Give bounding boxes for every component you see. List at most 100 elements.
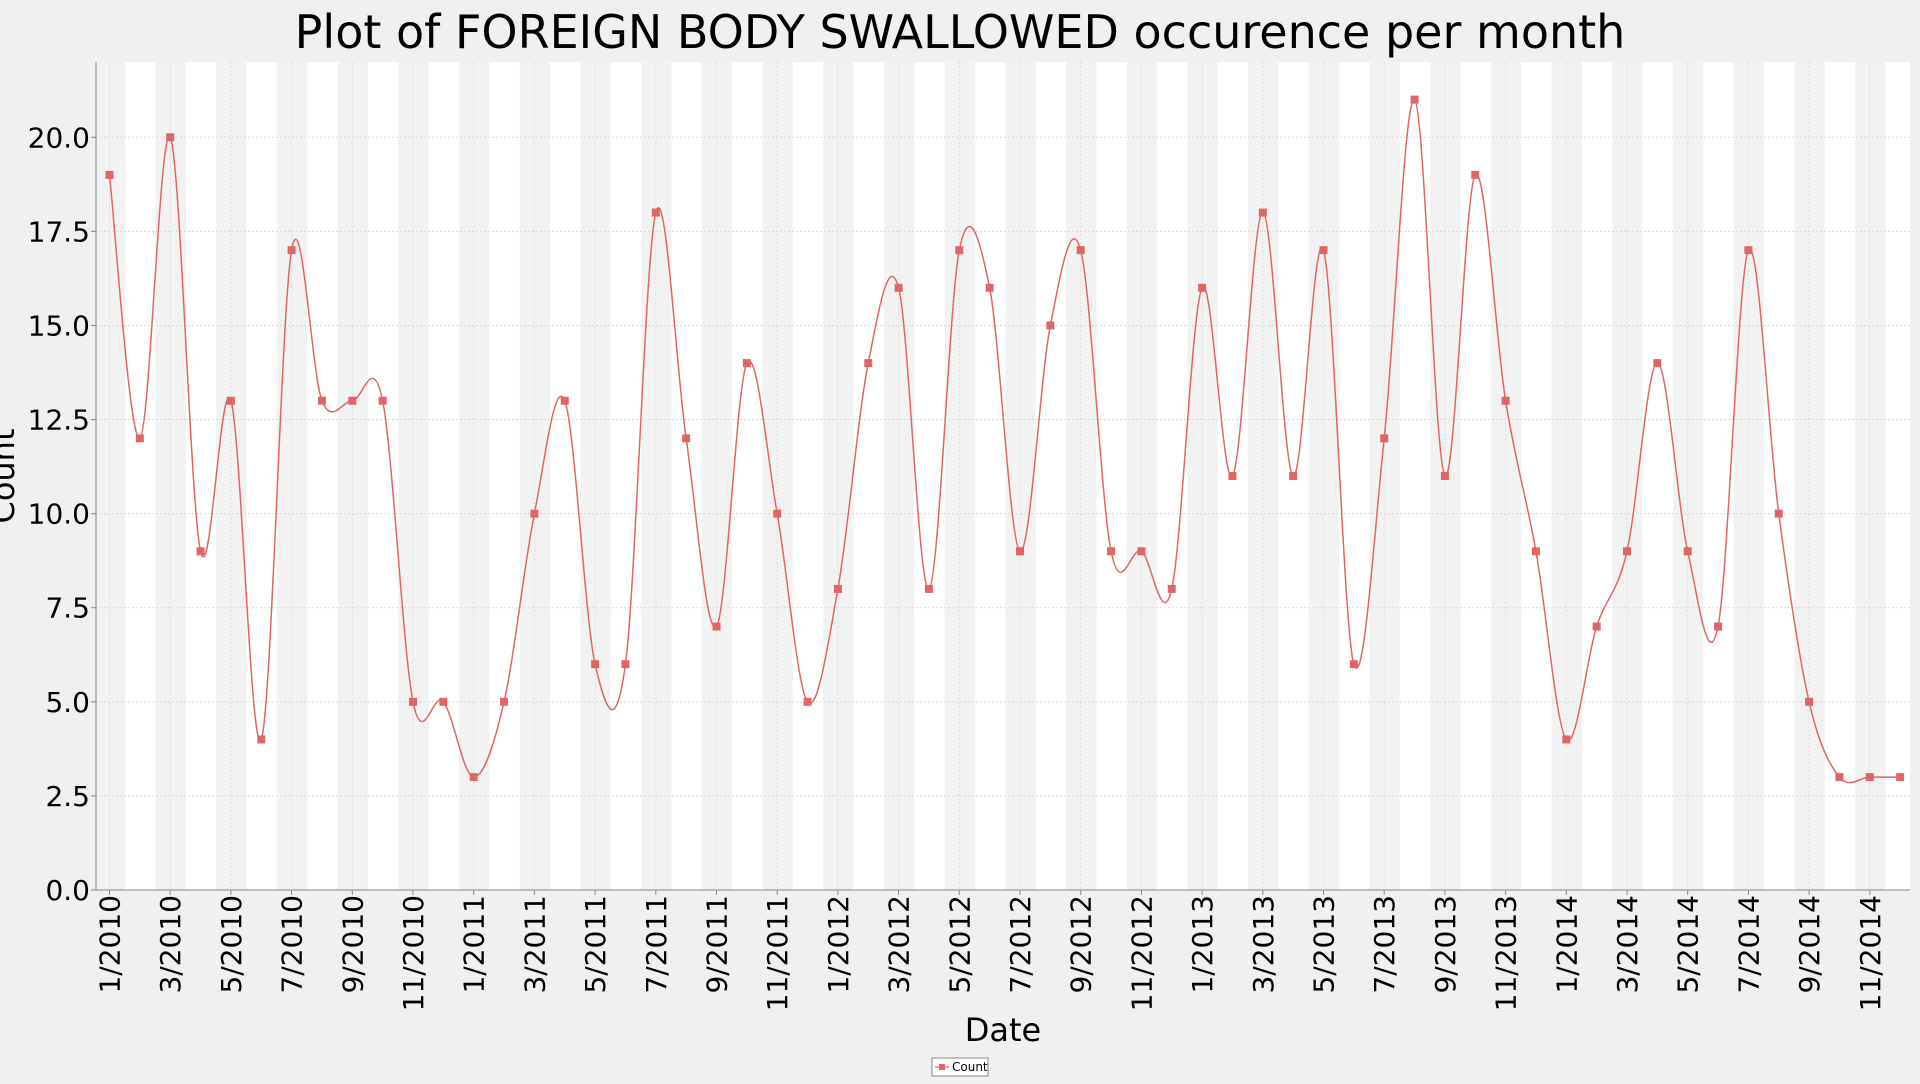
data-point[interactable]	[166, 133, 175, 142]
x-tick-label: 3/2010	[154, 895, 187, 994]
x-tick-label: 1/2011	[458, 895, 491, 994]
data-point[interactable]	[1865, 773, 1874, 782]
x-tick-label: 7/2014	[1732, 895, 1765, 994]
data-point[interactable]	[1258, 208, 1267, 217]
data-point[interactable]	[1714, 622, 1723, 631]
x-tick-label: 1/2014	[1550, 895, 1583, 994]
data-point[interactable]	[1805, 697, 1814, 706]
data-point[interactable]	[1592, 622, 1601, 631]
data-point[interactable]	[500, 697, 509, 706]
data-point[interactable]	[955, 246, 964, 255]
data-point[interactable]	[1076, 246, 1085, 255]
gridlines	[96, 62, 1910, 891]
data-point[interactable]	[1016, 547, 1024, 556]
y-tick-label: 2.5	[45, 780, 90, 813]
data-point[interactable]	[712, 622, 721, 631]
data-point[interactable]	[1107, 547, 1116, 556]
data-point[interactable]	[317, 396, 326, 405]
x-tick-label: 9/2010	[336, 895, 369, 994]
x-tick-label: 1/2010	[94, 895, 127, 994]
data-point[interactable]	[1198, 283, 1207, 292]
data-point[interactable]	[378, 396, 387, 405]
data-point[interactable]	[135, 434, 144, 443]
data-point[interactable]	[1167, 584, 1176, 593]
data-point[interactable]	[257, 735, 266, 744]
legend[interactable]: Count	[931, 1057, 989, 1077]
x-tick-label: 9/2013	[1429, 895, 1462, 994]
y-tick-label: 15.0	[28, 309, 90, 342]
data-point[interactable]	[1531, 547, 1540, 556]
data-point[interactable]	[1835, 773, 1844, 782]
data-point[interactable]	[833, 584, 842, 593]
x-tick-label: 7/2012	[1004, 895, 1037, 994]
x-tick-label: 5/2013	[1308, 895, 1341, 994]
data-point[interactable]	[1774, 509, 1783, 518]
data-point[interactable]	[773, 509, 782, 518]
data-point[interactable]	[530, 509, 539, 518]
x-tick-label: 3/2013	[1247, 895, 1280, 994]
data-point[interactable]	[591, 660, 600, 669]
data-point[interactable]	[651, 208, 660, 217]
y-tick-label: 7.5	[45, 592, 90, 625]
data-point[interactable]	[1562, 735, 1571, 744]
data-point[interactable]	[1046, 321, 1055, 330]
data-point[interactable]	[1349, 660, 1358, 669]
data-point[interactable]	[439, 697, 448, 706]
series-line-count	[108, 98, 1901, 784]
data-point[interactable]	[621, 660, 630, 669]
x-tick-label: 3/2011	[518, 895, 551, 994]
x-tick-label: 9/2011	[701, 895, 734, 994]
data-point[interactable]	[1683, 547, 1692, 556]
x-tick-label: 1/2012	[822, 895, 855, 994]
data-point[interactable]	[1896, 773, 1905, 782]
y-axis-label: Count	[0, 428, 22, 523]
data-points	[105, 95, 1905, 782]
data-point[interactable]	[196, 547, 205, 556]
data-point[interactable]	[894, 283, 903, 292]
date-band	[1794, 62, 1825, 890]
x-tick-label: 9/2012	[1065, 895, 1098, 994]
x-tick-label: 5/2010	[215, 895, 248, 994]
y-tick-label: 0.0	[45, 874, 90, 907]
data-point[interactable]	[864, 359, 873, 368]
x-tick-label: 11/2011	[761, 895, 794, 1011]
x-tick-label: 5/2012	[943, 895, 976, 994]
data-point[interactable]	[1410, 95, 1419, 104]
x-tick-label: 7/2011	[640, 895, 673, 994]
data-point[interactable]	[1471, 170, 1480, 179]
data-point[interactable]	[1501, 396, 1510, 405]
legend-box	[931, 1057, 989, 1077]
y-tick-labels: 0.0 2.5 5.0 7.5 10.0 12.5 15.0 17.5 20.0	[28, 121, 96, 907]
data-point[interactable]	[1137, 547, 1146, 556]
axes	[95, 62, 1910, 891]
y-tick-label: 5.0	[45, 686, 90, 719]
y-tick-label: 12.5	[28, 404, 90, 437]
data-point[interactable]	[742, 359, 751, 368]
x-tick-label: 3/2014	[1611, 895, 1644, 994]
data-point[interactable]	[409, 697, 417, 706]
data-point[interactable]	[1380, 434, 1389, 443]
data-point[interactable]	[985, 283, 994, 292]
data-point[interactable]	[287, 246, 296, 255]
data-point[interactable]	[1623, 547, 1631, 556]
data-point[interactable]	[1289, 472, 1298, 480]
data-point[interactable]	[1744, 246, 1753, 255]
data-point[interactable]	[1440, 472, 1449, 480]
data-point[interactable]	[803, 697, 812, 706]
x-tick-label: 3/2012	[883, 895, 916, 994]
data-point[interactable]	[469, 773, 478, 782]
data-point[interactable]	[1319, 246, 1328, 255]
data-point[interactable]	[1653, 359, 1662, 368]
data-point[interactable]	[226, 396, 235, 405]
data-point[interactable]	[682, 434, 691, 443]
data-point[interactable]	[105, 170, 114, 179]
date-band	[1490, 62, 1522, 890]
y-tick-label: 17.5	[28, 215, 90, 248]
x-tick-label: 11/2012	[1125, 895, 1158, 1011]
data-point[interactable]	[560, 396, 569, 405]
data-point[interactable]	[348, 396, 357, 405]
data-point[interactable]	[924, 584, 933, 593]
data-point[interactable]	[1228, 472, 1237, 480]
y-tick-label: 10.0	[28, 498, 90, 531]
x-tick-label: 11/2010	[397, 895, 430, 1011]
